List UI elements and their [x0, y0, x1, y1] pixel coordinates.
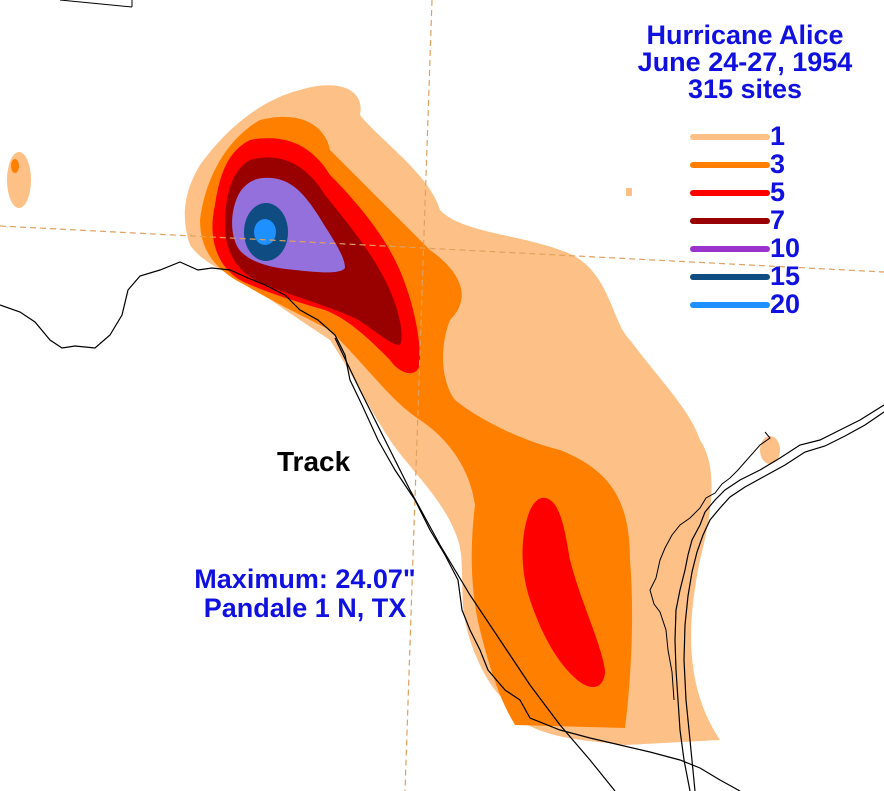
legend-label: 3 [770, 149, 786, 179]
coastline [674, 404, 884, 791]
contour-1-inch-isolated-west [7, 152, 31, 208]
legend-item: 7 [690, 206, 850, 234]
legend-swatch [690, 246, 770, 252]
legend-item: 20 [690, 290, 850, 318]
coastal-bays [649, 431, 771, 701]
legend-item: 1 [690, 122, 850, 150]
legend-label: 1 [770, 121, 786, 151]
legend-swatch [690, 218, 770, 224]
contour-5-inch-south [522, 497, 605, 688]
title-line-1: Hurricane Alice [646, 20, 844, 50]
legend-swatch [690, 190, 770, 196]
border-line [0, 261, 741, 791]
legend-label: 5 [770, 177, 786, 207]
maximum-value: Maximum: 24.07" [194, 564, 416, 594]
contour-3-inch-isolated [11, 159, 19, 173]
hurricane-track [334, 337, 616, 791]
legend-item: 5 [690, 178, 850, 206]
boundary-line-vertical [404, 0, 433, 791]
maximum-annotation: Maximum: 24.07" Pandale 1 N, TX [150, 565, 460, 623]
map-title: Hurricane Alice June 24-27, 1954 315 sit… [600, 22, 884, 103]
legend-swatch [690, 302, 770, 308]
legend-item: 10 [690, 234, 850, 262]
legend-label: 20 [770, 289, 801, 319]
legend-swatch [690, 162, 770, 168]
legend-swatch [690, 134, 770, 140]
legend-swatch [690, 274, 770, 280]
maximum-location: Pandale 1 N, TX [203, 593, 407, 623]
legend: 1 3 5 7 10 15 20 [690, 122, 850, 318]
legend-label: 7 [770, 205, 786, 235]
title-line-2: June 24-27, 1954 [637, 47, 853, 77]
track-label: Track [277, 446, 351, 477]
contour-1-inch-speck [626, 188, 632, 196]
boundary-line-top-left [59, 0, 133, 8]
legend-item: 15 [690, 262, 850, 290]
contour-20-inch [254, 219, 276, 245]
legend-label: 10 [770, 233, 801, 263]
barrier-island [683, 411, 884, 791]
boundary-line-horizontal [0, 225, 884, 273]
title-line-3: 315 sites [687, 74, 803, 104]
contour-1-inch-isolated-coast [760, 436, 780, 464]
legend-item: 3 [690, 150, 850, 178]
legend-label: 15 [770, 261, 801, 291]
